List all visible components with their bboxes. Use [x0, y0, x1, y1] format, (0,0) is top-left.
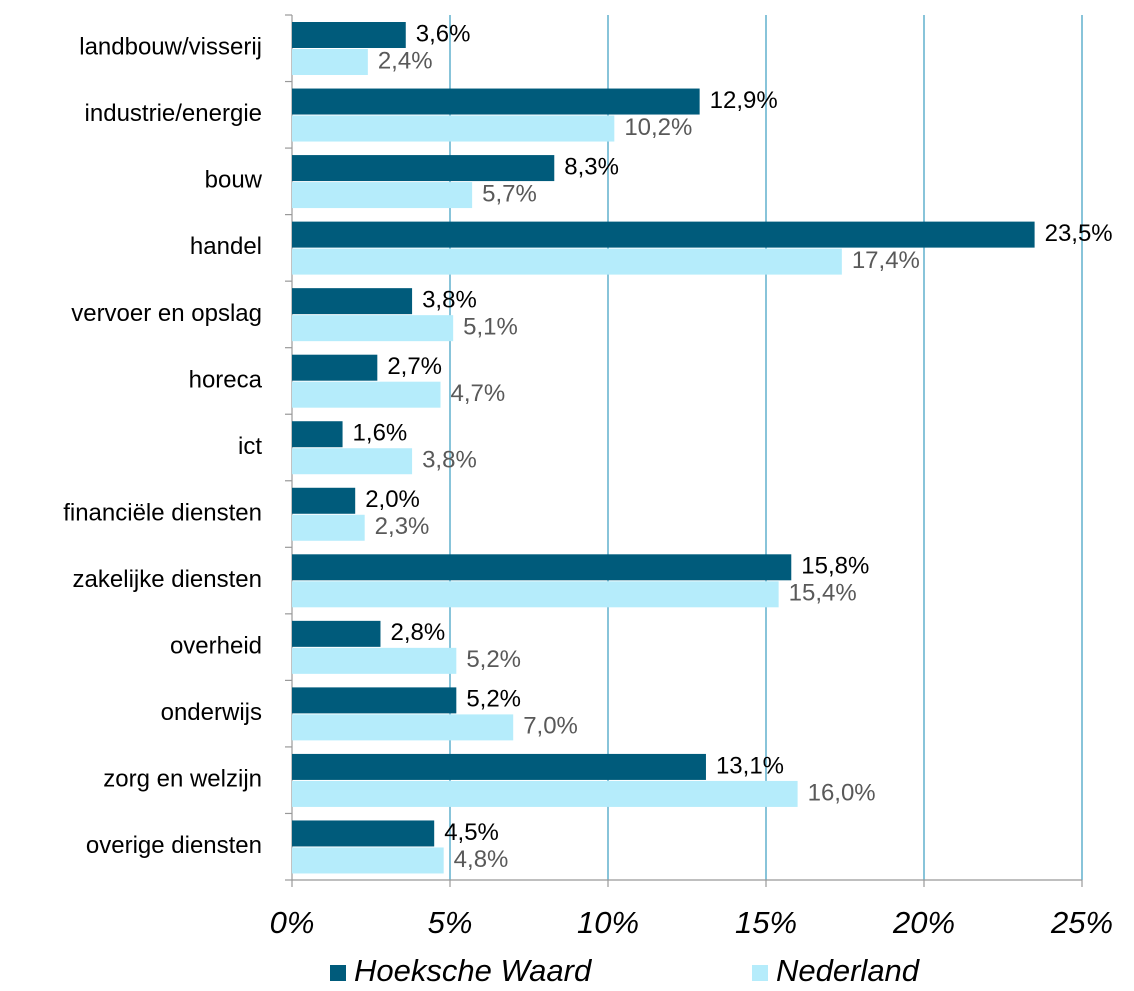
- value-label: 7,0%: [523, 713, 578, 740]
- value-label: 10,2%: [624, 114, 692, 141]
- bar: [292, 620, 381, 647]
- bar: [292, 780, 798, 807]
- bar: [292, 487, 356, 514]
- bar: [292, 448, 413, 475]
- value-label: 2,3%: [375, 513, 430, 540]
- value-label: 4,7%: [451, 380, 506, 407]
- bar: [292, 115, 615, 142]
- y-tick-label: industrie/energie: [85, 100, 262, 127]
- value-label: 23,5%: [1045, 220, 1113, 247]
- bar: [292, 88, 700, 115]
- y-tick-label: bouw: [205, 167, 263, 194]
- bar: [292, 315, 454, 342]
- bar: [292, 514, 365, 541]
- y-tick-label: zakelijke diensten: [73, 566, 262, 593]
- value-label: 4,8%: [454, 846, 509, 873]
- bar: [292, 221, 1035, 248]
- bar: [292, 753, 706, 780]
- legend-label: Nederland: [776, 953, 921, 988]
- value-label: 2,7%: [387, 353, 442, 380]
- bar: [292, 288, 413, 315]
- value-label: 4,5%: [444, 819, 499, 846]
- value-label: 5,2%: [466, 686, 521, 713]
- value-label: 13,1%: [716, 752, 784, 779]
- x-tick-label: 20%: [892, 905, 955, 940]
- value-label: 3,8%: [422, 447, 477, 474]
- y-tick-label: landbouw/visserij: [79, 34, 262, 61]
- bar: [292, 714, 514, 741]
- y-tick-label: onderwijs: [161, 699, 262, 726]
- bar: [292, 647, 457, 674]
- value-label: 1,6%: [353, 420, 408, 447]
- y-tick-label: horeca: [189, 366, 263, 393]
- bar: [292, 248, 842, 275]
- y-tick-label: zorg en welzijn: [103, 766, 262, 793]
- value-label: 3,6%: [416, 20, 471, 47]
- bar: [292, 155, 555, 182]
- x-tick-label: 15%: [735, 905, 797, 940]
- bar: [292, 847, 444, 874]
- legend-swatch: [752, 965, 768, 981]
- y-tick-label: ict: [238, 433, 262, 460]
- value-label: 5,7%: [482, 180, 537, 207]
- y-tick-label: overige diensten: [86, 832, 262, 859]
- legend-swatch: [330, 965, 346, 981]
- x-tick-label: 0%: [270, 905, 315, 940]
- value-label: 15,8%: [801, 553, 869, 580]
- bar: [292, 554, 792, 581]
- x-tick-label: 25%: [1050, 905, 1113, 940]
- y-tick-label: overheid: [170, 632, 262, 659]
- bar: [292, 182, 473, 209]
- bar: [292, 22, 406, 48]
- bar: [292, 354, 378, 381]
- value-label: 5,2%: [466, 646, 521, 673]
- bar: [292, 49, 368, 75]
- x-tick-label: 5%: [428, 905, 473, 940]
- value-label: 8,3%: [564, 153, 619, 180]
- y-tick-label: financiële diensten: [63, 499, 262, 526]
- y-tick-label: vervoer en opslag: [71, 300, 262, 327]
- bar: [292, 381, 441, 408]
- value-label: 2,8%: [390, 619, 445, 646]
- bar: [292, 820, 435, 847]
- bar: [292, 687, 457, 714]
- bar: [292, 581, 779, 608]
- value-label: 16,0%: [808, 779, 876, 806]
- value-label: 2,0%: [365, 486, 420, 513]
- value-label: 5,1%: [463, 313, 518, 340]
- value-label: 17,4%: [852, 247, 920, 274]
- bar: [292, 421, 343, 448]
- value-label: 2,4%: [378, 47, 433, 74]
- x-tick-label: 10%: [577, 905, 639, 940]
- value-label: 15,4%: [789, 580, 857, 607]
- y-tick-label: handel: [190, 233, 262, 260]
- legend-label: Hoeksche Waard: [354, 953, 593, 988]
- value-label: 3,8%: [422, 286, 477, 313]
- value-label: 12,9%: [710, 87, 778, 114]
